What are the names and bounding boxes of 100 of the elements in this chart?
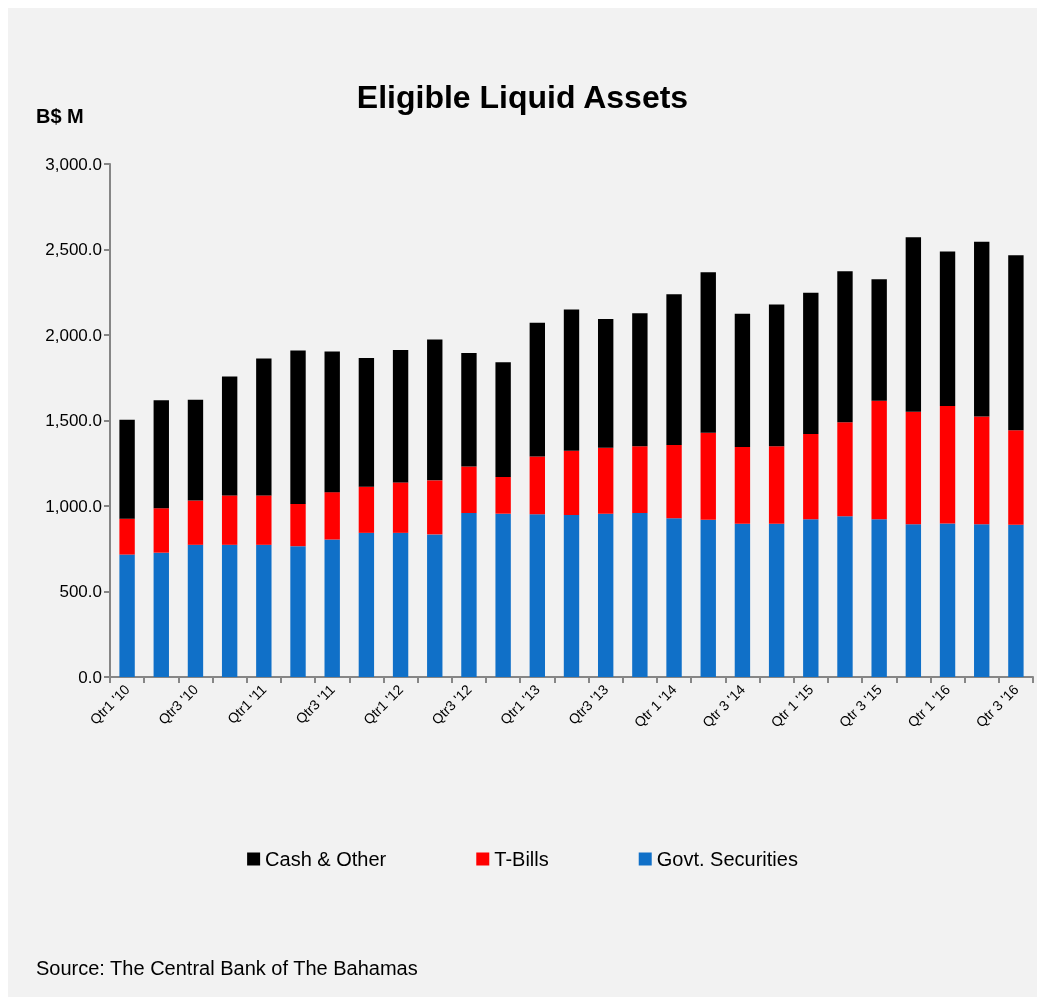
bar bbox=[427, 480, 443, 535]
bar bbox=[153, 552, 169, 677]
x-tick-label: Qtr3 '12 bbox=[428, 681, 475, 728]
bar bbox=[495, 513, 511, 677]
bar bbox=[974, 241, 990, 417]
bar bbox=[461, 352, 477, 467]
bar bbox=[427, 339, 443, 481]
y-tick-label: 1,000.0 bbox=[45, 496, 102, 516]
bar bbox=[290, 350, 306, 504]
bar bbox=[461, 466, 477, 514]
x-tick-label: Qtr1 '12 bbox=[360, 681, 407, 728]
bar bbox=[803, 434, 819, 520]
bar bbox=[290, 546, 306, 677]
x-tick-label: Qtr 1 '16 bbox=[904, 681, 954, 731]
bar bbox=[734, 523, 751, 677]
legend-label: T-Bills bbox=[494, 848, 549, 870]
bar bbox=[871, 400, 887, 520]
bar bbox=[597, 513, 614, 677]
bar bbox=[119, 518, 135, 555]
bar bbox=[939, 523, 956, 677]
bar bbox=[837, 422, 853, 517]
bar bbox=[221, 495, 238, 545]
bar bbox=[1008, 524, 1024, 677]
bar bbox=[768, 523, 785, 677]
bar bbox=[358, 532, 375, 677]
bar bbox=[700, 272, 716, 433]
bar bbox=[905, 237, 922, 412]
bar bbox=[461, 513, 477, 677]
bar bbox=[632, 446, 648, 514]
bar bbox=[768, 304, 785, 447]
x-tick-label: Qtr 3 '14 bbox=[699, 681, 749, 731]
bar bbox=[837, 516, 853, 677]
bar bbox=[905, 524, 922, 677]
bar bbox=[392, 482, 409, 533]
bar bbox=[358, 486, 375, 533]
bar bbox=[256, 358, 272, 496]
bar bbox=[597, 318, 614, 448]
bar bbox=[1008, 255, 1024, 431]
bar bbox=[187, 500, 204, 545]
bar bbox=[597, 447, 614, 514]
y-tick-label: 3,000.0 bbox=[45, 154, 102, 174]
bar bbox=[529, 322, 546, 457]
legend-label: Cash & Other bbox=[265, 848, 387, 870]
bar bbox=[153, 508, 169, 553]
bar bbox=[427, 534, 443, 677]
x-tick-label: Qtr 3 '16 bbox=[972, 681, 1022, 731]
y-tick-label: 0.0 bbox=[78, 667, 102, 687]
bar bbox=[324, 492, 340, 540]
bar bbox=[187, 399, 204, 501]
bar bbox=[529, 456, 546, 515]
bar bbox=[221, 544, 238, 677]
chart-title: Eligible Liquid Assets bbox=[356, 79, 689, 115]
bar bbox=[974, 524, 990, 677]
bar bbox=[153, 400, 169, 509]
bar bbox=[256, 495, 272, 545]
y-axis-title: B$ M bbox=[36, 105, 84, 127]
bar bbox=[871, 279, 887, 401]
bar bbox=[632, 513, 648, 677]
bar bbox=[358, 357, 375, 487]
bar bbox=[768, 446, 785, 524]
x-tick-label: Qtr 1 '14 bbox=[630, 681, 680, 731]
bar bbox=[187, 544, 204, 677]
bar bbox=[290, 503, 306, 547]
bar bbox=[324, 539, 340, 677]
bar bbox=[734, 447, 751, 524]
x-tick-label: Qtr1 '13 bbox=[496, 681, 544, 728]
x-tick-label: Qtr 1 '15 bbox=[767, 681, 817, 731]
bar bbox=[119, 554, 135, 677]
source-note: Source: The Central Bank of The Bahamas bbox=[36, 957, 418, 979]
bar bbox=[837, 271, 853, 423]
bar bbox=[905, 411, 922, 525]
bar bbox=[392, 349, 409, 483]
bar bbox=[632, 313, 648, 447]
y-tick-label: 500.0 bbox=[59, 582, 102, 601]
y-tick-label: 2,000.0 bbox=[45, 325, 102, 345]
bar bbox=[666, 518, 682, 677]
x-tick-label: Qtr3 '10 bbox=[154, 681, 202, 728]
x-tick-label: Qtr3 '13 bbox=[565, 681, 612, 728]
x-tick-label: Qtr 3 '15 bbox=[835, 681, 885, 731]
bar bbox=[871, 519, 887, 677]
bar bbox=[939, 405, 956, 524]
bar bbox=[256, 544, 272, 677]
bar bbox=[563, 309, 580, 451]
bar bbox=[666, 444, 682, 519]
bar bbox=[803, 292, 819, 435]
bar bbox=[666, 294, 682, 445]
bar bbox=[495, 476, 511, 514]
bar bbox=[495, 362, 511, 477]
bar bbox=[803, 519, 819, 677]
y-tick-label: 2,500.0 bbox=[45, 240, 102, 259]
bar bbox=[939, 251, 956, 406]
bar bbox=[563, 450, 580, 515]
bar bbox=[119, 419, 135, 519]
bar bbox=[700, 432, 716, 520]
y-tick-label: 1,500.0 bbox=[45, 411, 102, 430]
legend-label: Govt. Securities bbox=[656, 848, 798, 870]
bar bbox=[221, 376, 238, 496]
bar bbox=[563, 514, 580, 677]
x-tick-label: Qtr1 '11 bbox=[224, 681, 270, 727]
bar bbox=[734, 313, 751, 448]
